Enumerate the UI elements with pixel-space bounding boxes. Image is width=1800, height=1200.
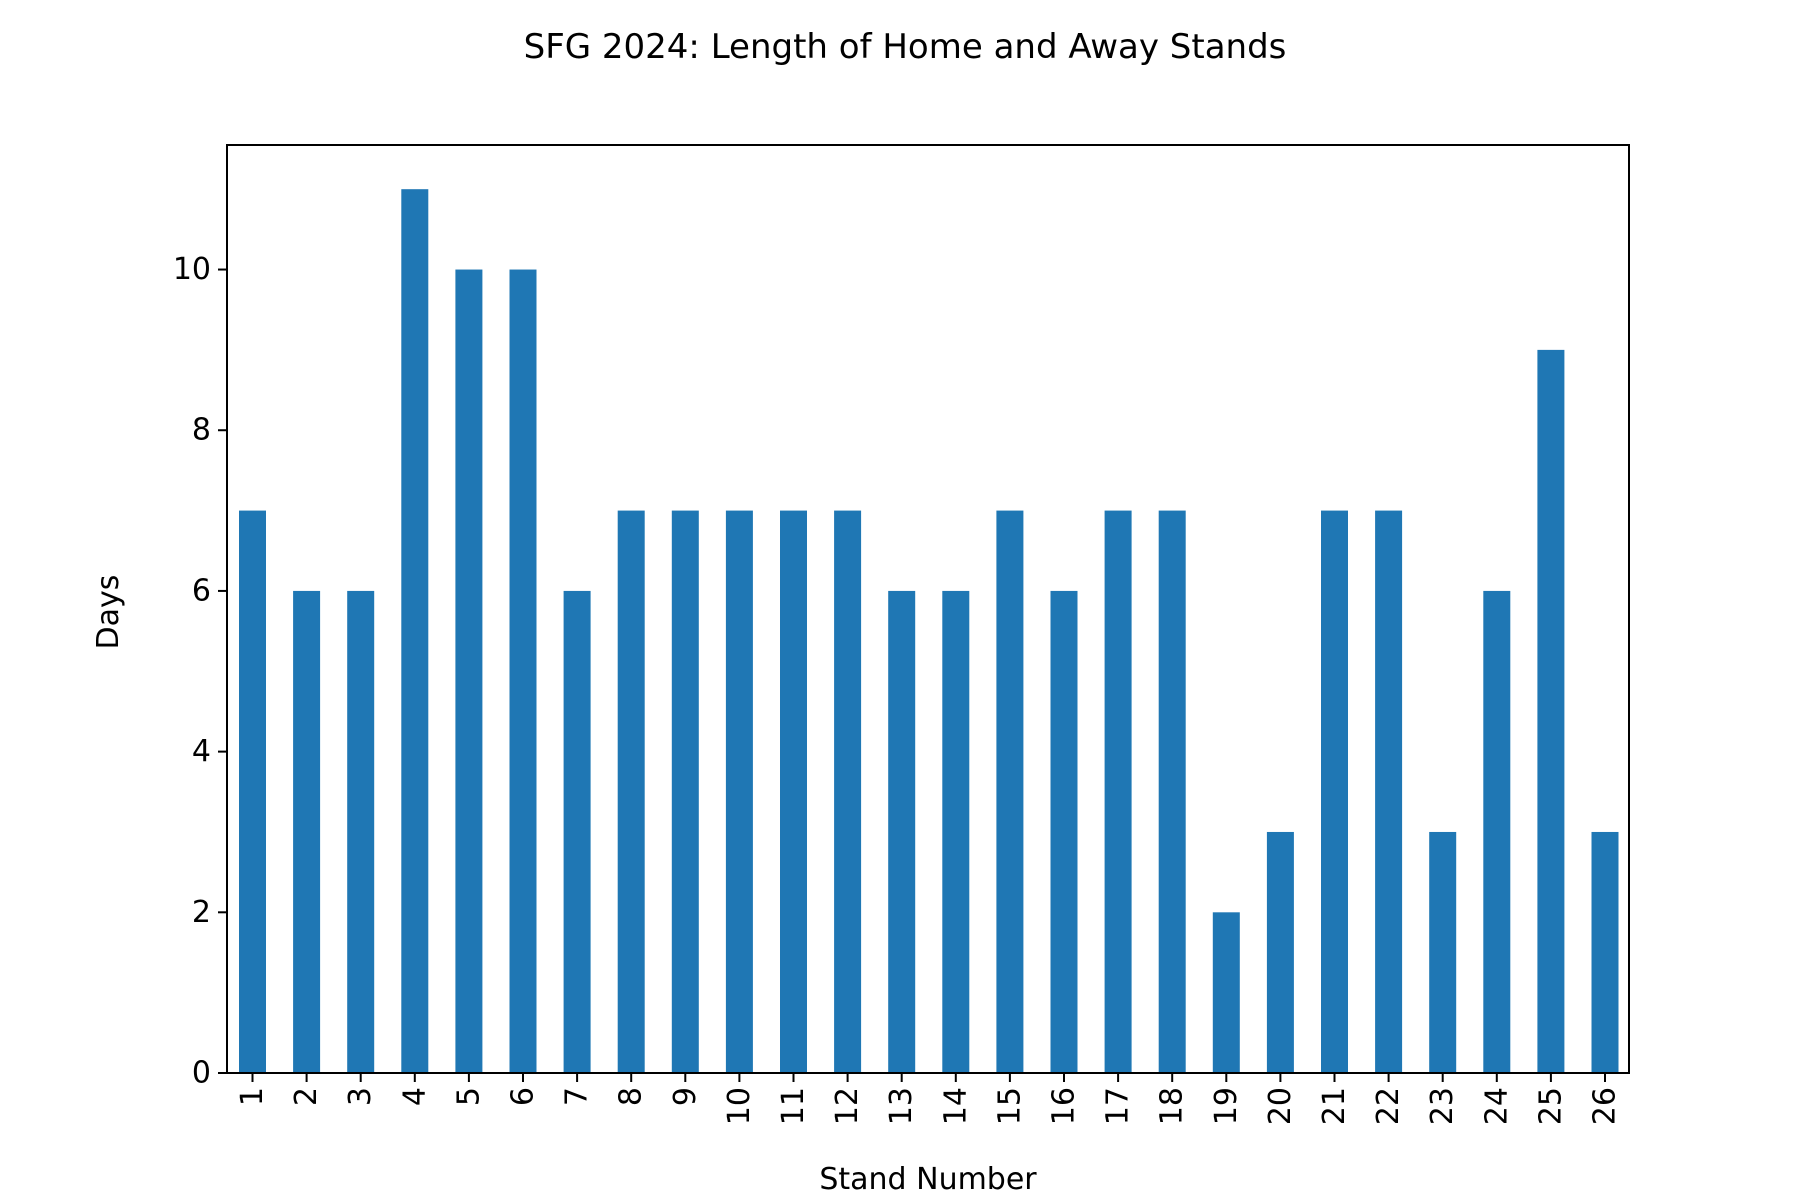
x-tick-label: 11: [776, 1087, 811, 1125]
x-tick-label: 2: [289, 1087, 324, 1106]
bar-stand-8: [617, 510, 645, 1074]
x-tick-label: 22: [1371, 1087, 1406, 1125]
x-tick-label: 19: [1209, 1087, 1244, 1125]
x-tick-label: 17: [1101, 1087, 1136, 1125]
y-tick-label: 0: [192, 1056, 211, 1091]
bar-stand-10: [725, 510, 753, 1074]
bar-stand-16: [1050, 590, 1078, 1073]
bar-stand-5: [455, 269, 483, 1073]
x-tick-label: 3: [343, 1087, 378, 1106]
bar-stand-7: [563, 590, 591, 1073]
x-tick-label: 8: [614, 1087, 649, 1106]
bar-stand-14: [942, 590, 970, 1073]
x-tick-label: 9: [668, 1087, 703, 1106]
bar-stand-26: [1591, 831, 1619, 1073]
x-tick-label: 15: [992, 1087, 1027, 1125]
bar-stand-11: [780, 510, 807, 1074]
bar-stand-19: [1212, 912, 1240, 1073]
bar-stand-4: [401, 189, 429, 1073]
bar-stand-17: [1104, 510, 1132, 1074]
x-tick-label: 5: [451, 1087, 486, 1106]
bar-stand-13: [888, 590, 916, 1073]
x-tick-label: 21: [1317, 1087, 1352, 1125]
y-tick-label: 6: [192, 573, 211, 608]
y-tick-label: 8: [192, 413, 211, 448]
x-tick-label: 14: [938, 1087, 973, 1125]
x-tick-label: 13: [884, 1087, 919, 1125]
bar-stand-24: [1483, 590, 1511, 1073]
x-tick-label: 24: [1479, 1087, 1514, 1125]
bar-stand-1: [239, 510, 266, 1074]
bar-stand-12: [834, 510, 862, 1074]
x-axis-ticks: 1 2 3 4 5 6 7 8 9 10 11 12 13 14 15 16 17 18 19 20 21 22 23 24 2…: [235, 1073, 1623, 1125]
bars-group: [239, 189, 1619, 1074]
chart-title: SFG 2024: Length of Home and Away Stands: [524, 27, 1287, 67]
x-tick-label: 25: [1533, 1087, 1568, 1125]
x-tick-label: 7: [560, 1087, 595, 1106]
x-tick-label: 6: [506, 1087, 541, 1106]
x-tick-label: 23: [1425, 1087, 1460, 1125]
bar-stand-18: [1158, 510, 1186, 1074]
x-tick-label: 26: [1588, 1087, 1623, 1125]
x-tick-label: 16: [1047, 1087, 1082, 1125]
plot-frame: [226, 144, 1630, 1074]
x-tick-label: 4: [397, 1087, 432, 1106]
bar-stand-2: [293, 590, 321, 1073]
y-tick-label: 4: [192, 734, 211, 769]
bar-stand-22: [1375, 510, 1403, 1074]
x-axis-label: Stand Number: [819, 1162, 1037, 1197]
y-tick-label: 10: [173, 252, 211, 287]
bar-stand-9: [671, 510, 699, 1074]
x-tick-label: 1: [235, 1087, 270, 1106]
bar-stand-20: [1266, 831, 1294, 1073]
bar-stand-15: [996, 510, 1024, 1074]
x-tick-label: 20: [1263, 1087, 1298, 1125]
x-tick-label: 10: [722, 1087, 757, 1125]
bar-stand-3: [347, 590, 375, 1073]
y-axis-label: Days: [91, 575, 126, 650]
bar-stand-25: [1537, 349, 1565, 1073]
y-axis-ticks: 0 2 4 6 8 10: [173, 252, 227, 1091]
bar-stand-6: [509, 269, 537, 1073]
x-tick-label: 18: [1155, 1087, 1190, 1125]
bar-stand-23: [1429, 831, 1457, 1073]
bar-stand-21: [1321, 510, 1348, 1074]
y-tick-label: 2: [192, 895, 211, 930]
x-tick-label: 12: [830, 1087, 865, 1125]
